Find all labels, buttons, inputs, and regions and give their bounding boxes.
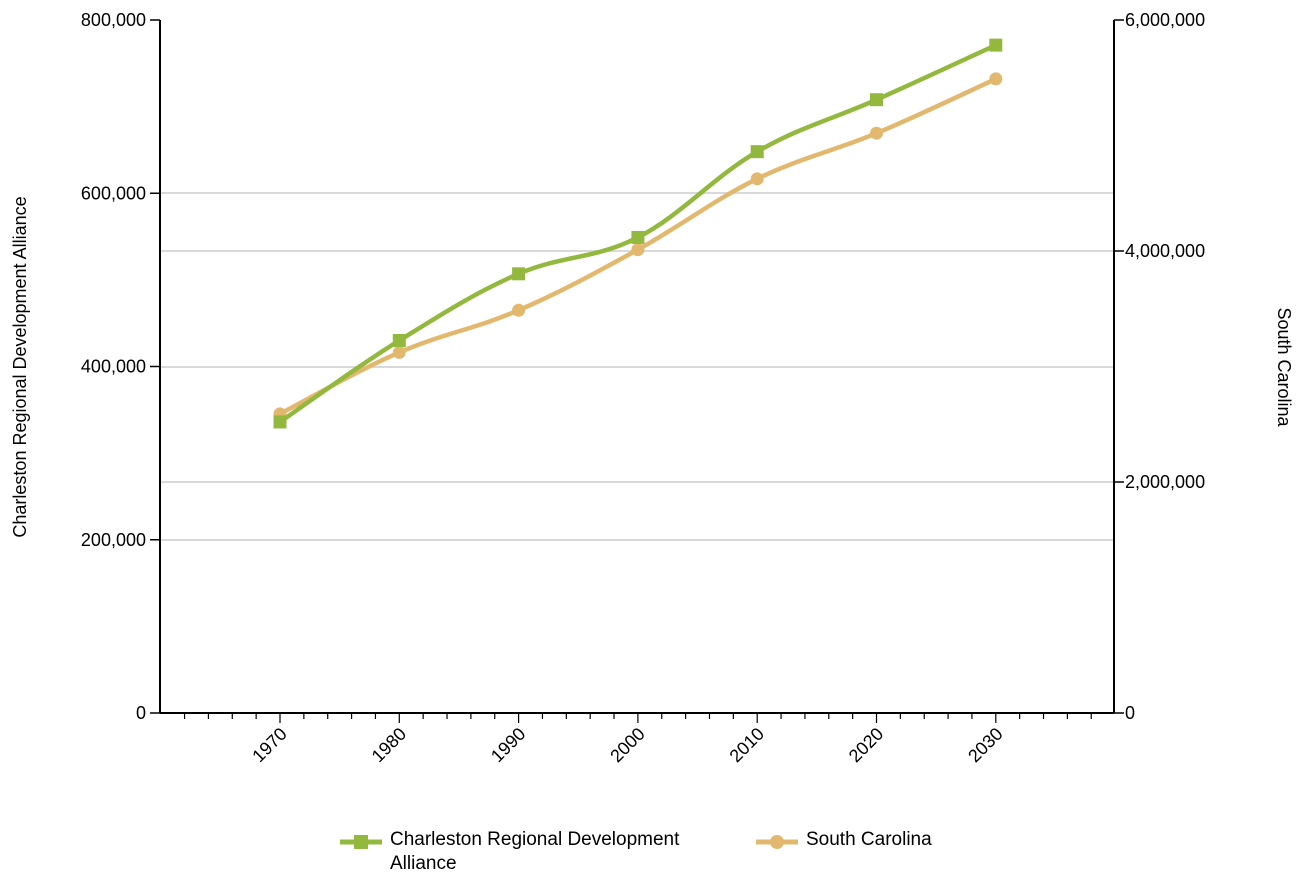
legend-swatch-south-carolina: [756, 835, 798, 849]
point-charleston-1980: [392, 334, 406, 348]
y-left-tick-label-1: 200,000: [81, 530, 146, 550]
legend-label-charleston: Charleston Regional Development Alliance: [390, 829, 680, 874]
x-tick-label-1: 1980: [368, 724, 410, 766]
legend: Charleston Regional Development Alliance…: [340, 828, 932, 876]
y-left-axis-title: Charleston Regional Development Alliance: [10, 196, 30, 537]
tick-labels: 0 200,000 400,000 600,000 800,000 0 2,000,000 4…: [81, 10, 1205, 766]
legend-item-charleston[interactable]: Charleston Regional Development Alliance: [340, 828, 720, 876]
y-left-tick-label-4: 800,000: [81, 10, 146, 30]
x-tick-label-0: 1970: [248, 724, 290, 766]
point-charleston-2010: [750, 145, 764, 159]
axes: [150, 19, 1124, 723]
point-charleston-2030: [989, 38, 1003, 52]
point-south-carolina-2010: [750, 172, 764, 186]
y-left-tick-label-2: 400,000: [81, 357, 146, 377]
x-tick-label-2: 1990: [487, 724, 529, 766]
point-charleston-1970: [273, 415, 287, 429]
series-group: [273, 38, 1003, 429]
y-right-tick-label-3: 6,000,000: [1125, 10, 1205, 30]
y-right-tick-label-2: 4,000,000: [1125, 241, 1205, 261]
y-left-tick-label-0: 0: [136, 703, 146, 723]
y-right-axis-title: South Carolina: [1274, 307, 1294, 427]
legend-swatch-marker-1: [770, 835, 784, 849]
x-tick-label-5: 2020: [845, 724, 887, 766]
point-south-carolina-2000: [631, 243, 645, 257]
point-south-carolina-1990: [512, 303, 526, 317]
point-charleston-2000: [631, 230, 645, 244]
y-right-tick-label-0: 0: [1125, 703, 1135, 723]
x-tick-label-3: 2000: [606, 724, 648, 766]
y-right-tick-label-1: 2,000,000: [1125, 472, 1205, 492]
point-charleston-2020: [870, 93, 883, 107]
x-tick-label-4: 2010: [726, 724, 768, 766]
point-south-carolina-1980: [392, 345, 406, 359]
legend-label-south-carolina: South Carolina: [806, 829, 932, 850]
point-south-carolina-2030: [989, 72, 1003, 86]
point-south-carolina-2020: [870, 126, 883, 140]
legend-swatch-charleston: [340, 835, 382, 849]
point-charleston-1990: [512, 267, 526, 281]
y-left-tick-label-3: 600,000: [81, 183, 146, 203]
legend-item-south-carolina[interactable]: South Carolina: [756, 828, 932, 876]
legend-swatch-marker-0: [354, 835, 368, 849]
x-tick-label-6: 2030: [964, 724, 1006, 766]
